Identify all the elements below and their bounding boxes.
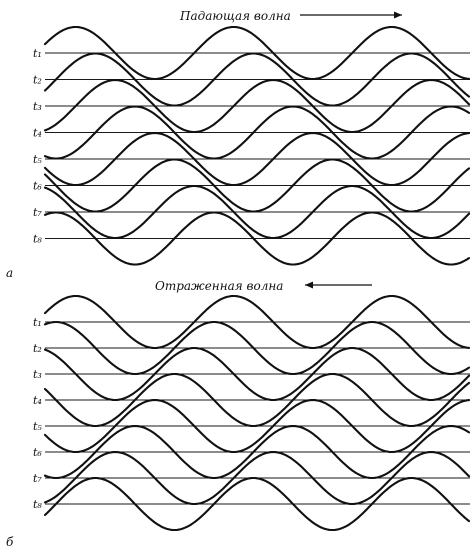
panel-a-letter: а <box>6 266 13 280</box>
time-label-t5: t₅ <box>33 420 42 433</box>
reflected-wave-curves <box>43 294 471 532</box>
wave-t6 <box>43 158 471 213</box>
wave-t1 <box>43 25 471 81</box>
time-label-t1: t₁ <box>33 316 42 329</box>
time-label-t4: t₄ <box>33 394 42 407</box>
wave-t7 <box>43 184 471 240</box>
wave-t2 <box>43 52 471 107</box>
wave-t4 <box>43 105 471 160</box>
wave-t1 <box>43 294 471 350</box>
time-label-t6: t₆ <box>33 180 42 193</box>
wave-t3 <box>43 346 471 402</box>
time-label-t3: t₃ <box>33 100 42 113</box>
time-label-t7: t₇ <box>33 206 42 219</box>
wave-t5 <box>43 398 471 454</box>
time-label-t4: t₄ <box>33 127 42 140</box>
wave-t5 <box>43 131 471 187</box>
time-label-t2: t₂ <box>33 342 42 355</box>
incident-wave-title: Падающая волна <box>179 9 291 23</box>
wave-t8 <box>43 476 471 532</box>
time-label-t8: t₈ <box>33 233 42 246</box>
reflected-wave-arrow <box>305 281 372 289</box>
incident-wave-arrow <box>300 11 402 19</box>
wave-t3 <box>43 78 471 134</box>
time-label-t1: t₁ <box>33 47 42 60</box>
reflected-wave-panel: Отраженная волна б t₁ t₂ t₃ t₄ t₅ t₆ t₇ t₈ <box>6 279 471 549</box>
time-label-t2: t₂ <box>33 74 42 87</box>
time-label-t7: t₇ <box>33 472 42 485</box>
time-label-t6: t₆ <box>33 446 42 459</box>
wave-t6 <box>43 424 471 480</box>
reflected-wave-time-labels: t₁ t₂ t₃ t₄ t₅ t₆ t₇ t₈ <box>33 316 42 511</box>
reflected-wave-baselines <box>45 321 470 505</box>
wave-t2 <box>43 320 471 376</box>
incident-wave-curves <box>43 25 471 266</box>
incident-wave-panel: Падающая волна а t₁ t₂ t₃ t₄ t₅ t₆ t₇ t₈ <box>6 9 471 280</box>
time-label-t8: t₈ <box>33 498 42 511</box>
reflected-wave-title: Отраженная волна <box>155 279 283 293</box>
wave-t8 <box>43 211 471 266</box>
time-label-t5: t₅ <box>33 153 42 166</box>
wave-t4 <box>43 372 471 428</box>
incident-wave-time-labels: t₁ t₂ t₃ t₄ t₅ t₆ t₇ t₈ <box>33 47 42 246</box>
wave-t7 <box>43 450 471 506</box>
panel-b-letter: б <box>6 535 14 549</box>
time-label-t3: t₃ <box>33 368 42 381</box>
